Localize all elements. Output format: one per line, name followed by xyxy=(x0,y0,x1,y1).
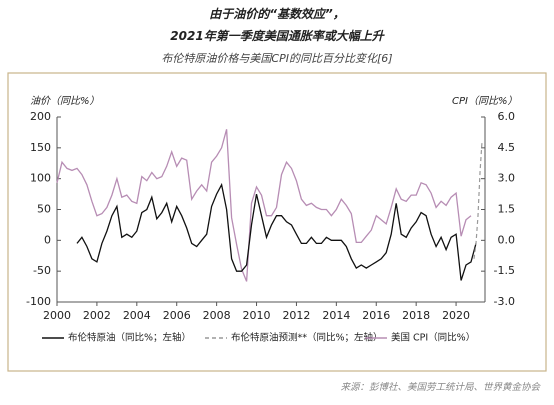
y2-tick-label: 3.0 xyxy=(498,172,516,185)
y-axis-label: 油价（同比%） xyxy=(30,95,100,107)
y-tick-label: -50 xyxy=(33,264,51,277)
y2-tick-label: 0.0 xyxy=(498,233,516,246)
legend-label: 布伦特原油预测**（同比%；左轴） xyxy=(231,332,383,344)
legend-label: 美国 CPI（同比%） xyxy=(391,332,475,344)
y2-axis-label: CPI（同比%） xyxy=(452,95,517,107)
y2-tick-label: 6.0 xyxy=(498,110,516,123)
y-tick-label: 200 xyxy=(30,110,51,123)
x-tick-label: 2014 xyxy=(322,309,350,322)
y2-tick-label: -1.5 xyxy=(494,264,515,277)
chart-title: 布伦特原油价格与美国CPI的同比百分比变化[6] xyxy=(161,52,392,65)
x-tick-label: 2010 xyxy=(243,309,271,322)
subtitle: 2021年第一季度美国通胀率或大幅上升 xyxy=(170,29,385,43)
legend-label: 布伦特原油（同比%；左轴） xyxy=(68,332,191,344)
x-tick-label: 2000 xyxy=(43,309,71,322)
x-tick-label: 2020 xyxy=(442,309,470,322)
x-tick-label: 2016 xyxy=(362,309,390,322)
series-line xyxy=(76,182,477,281)
x-tick-label: 2006 xyxy=(163,309,191,322)
series-line xyxy=(56,129,472,282)
x-tick-label: 2018 xyxy=(402,309,430,322)
y2-tick-label: -3.0 xyxy=(494,295,515,308)
title: 由于油价的“基数效应”， xyxy=(209,7,344,21)
y2-tick-label: 1.5 xyxy=(498,203,516,216)
y-tick-label: 100 xyxy=(30,172,51,185)
source: 来源：彭博社、美国劳工统计局、世界黄金协会 xyxy=(340,381,541,393)
x-tick-label: 2008 xyxy=(203,309,231,322)
series-line xyxy=(473,141,483,259)
y-tick-label: -100 xyxy=(26,295,51,308)
y2-tick-label: 4.5 xyxy=(498,141,516,154)
x-tick-label: 2002 xyxy=(83,309,111,322)
y-tick-label: 150 xyxy=(30,141,51,154)
frame xyxy=(7,72,547,372)
y-tick-label: 50 xyxy=(37,203,51,216)
x-tick-label: 2004 xyxy=(123,309,151,322)
x-tick-label: 2012 xyxy=(282,309,310,322)
y-tick-label: 0 xyxy=(44,233,51,246)
